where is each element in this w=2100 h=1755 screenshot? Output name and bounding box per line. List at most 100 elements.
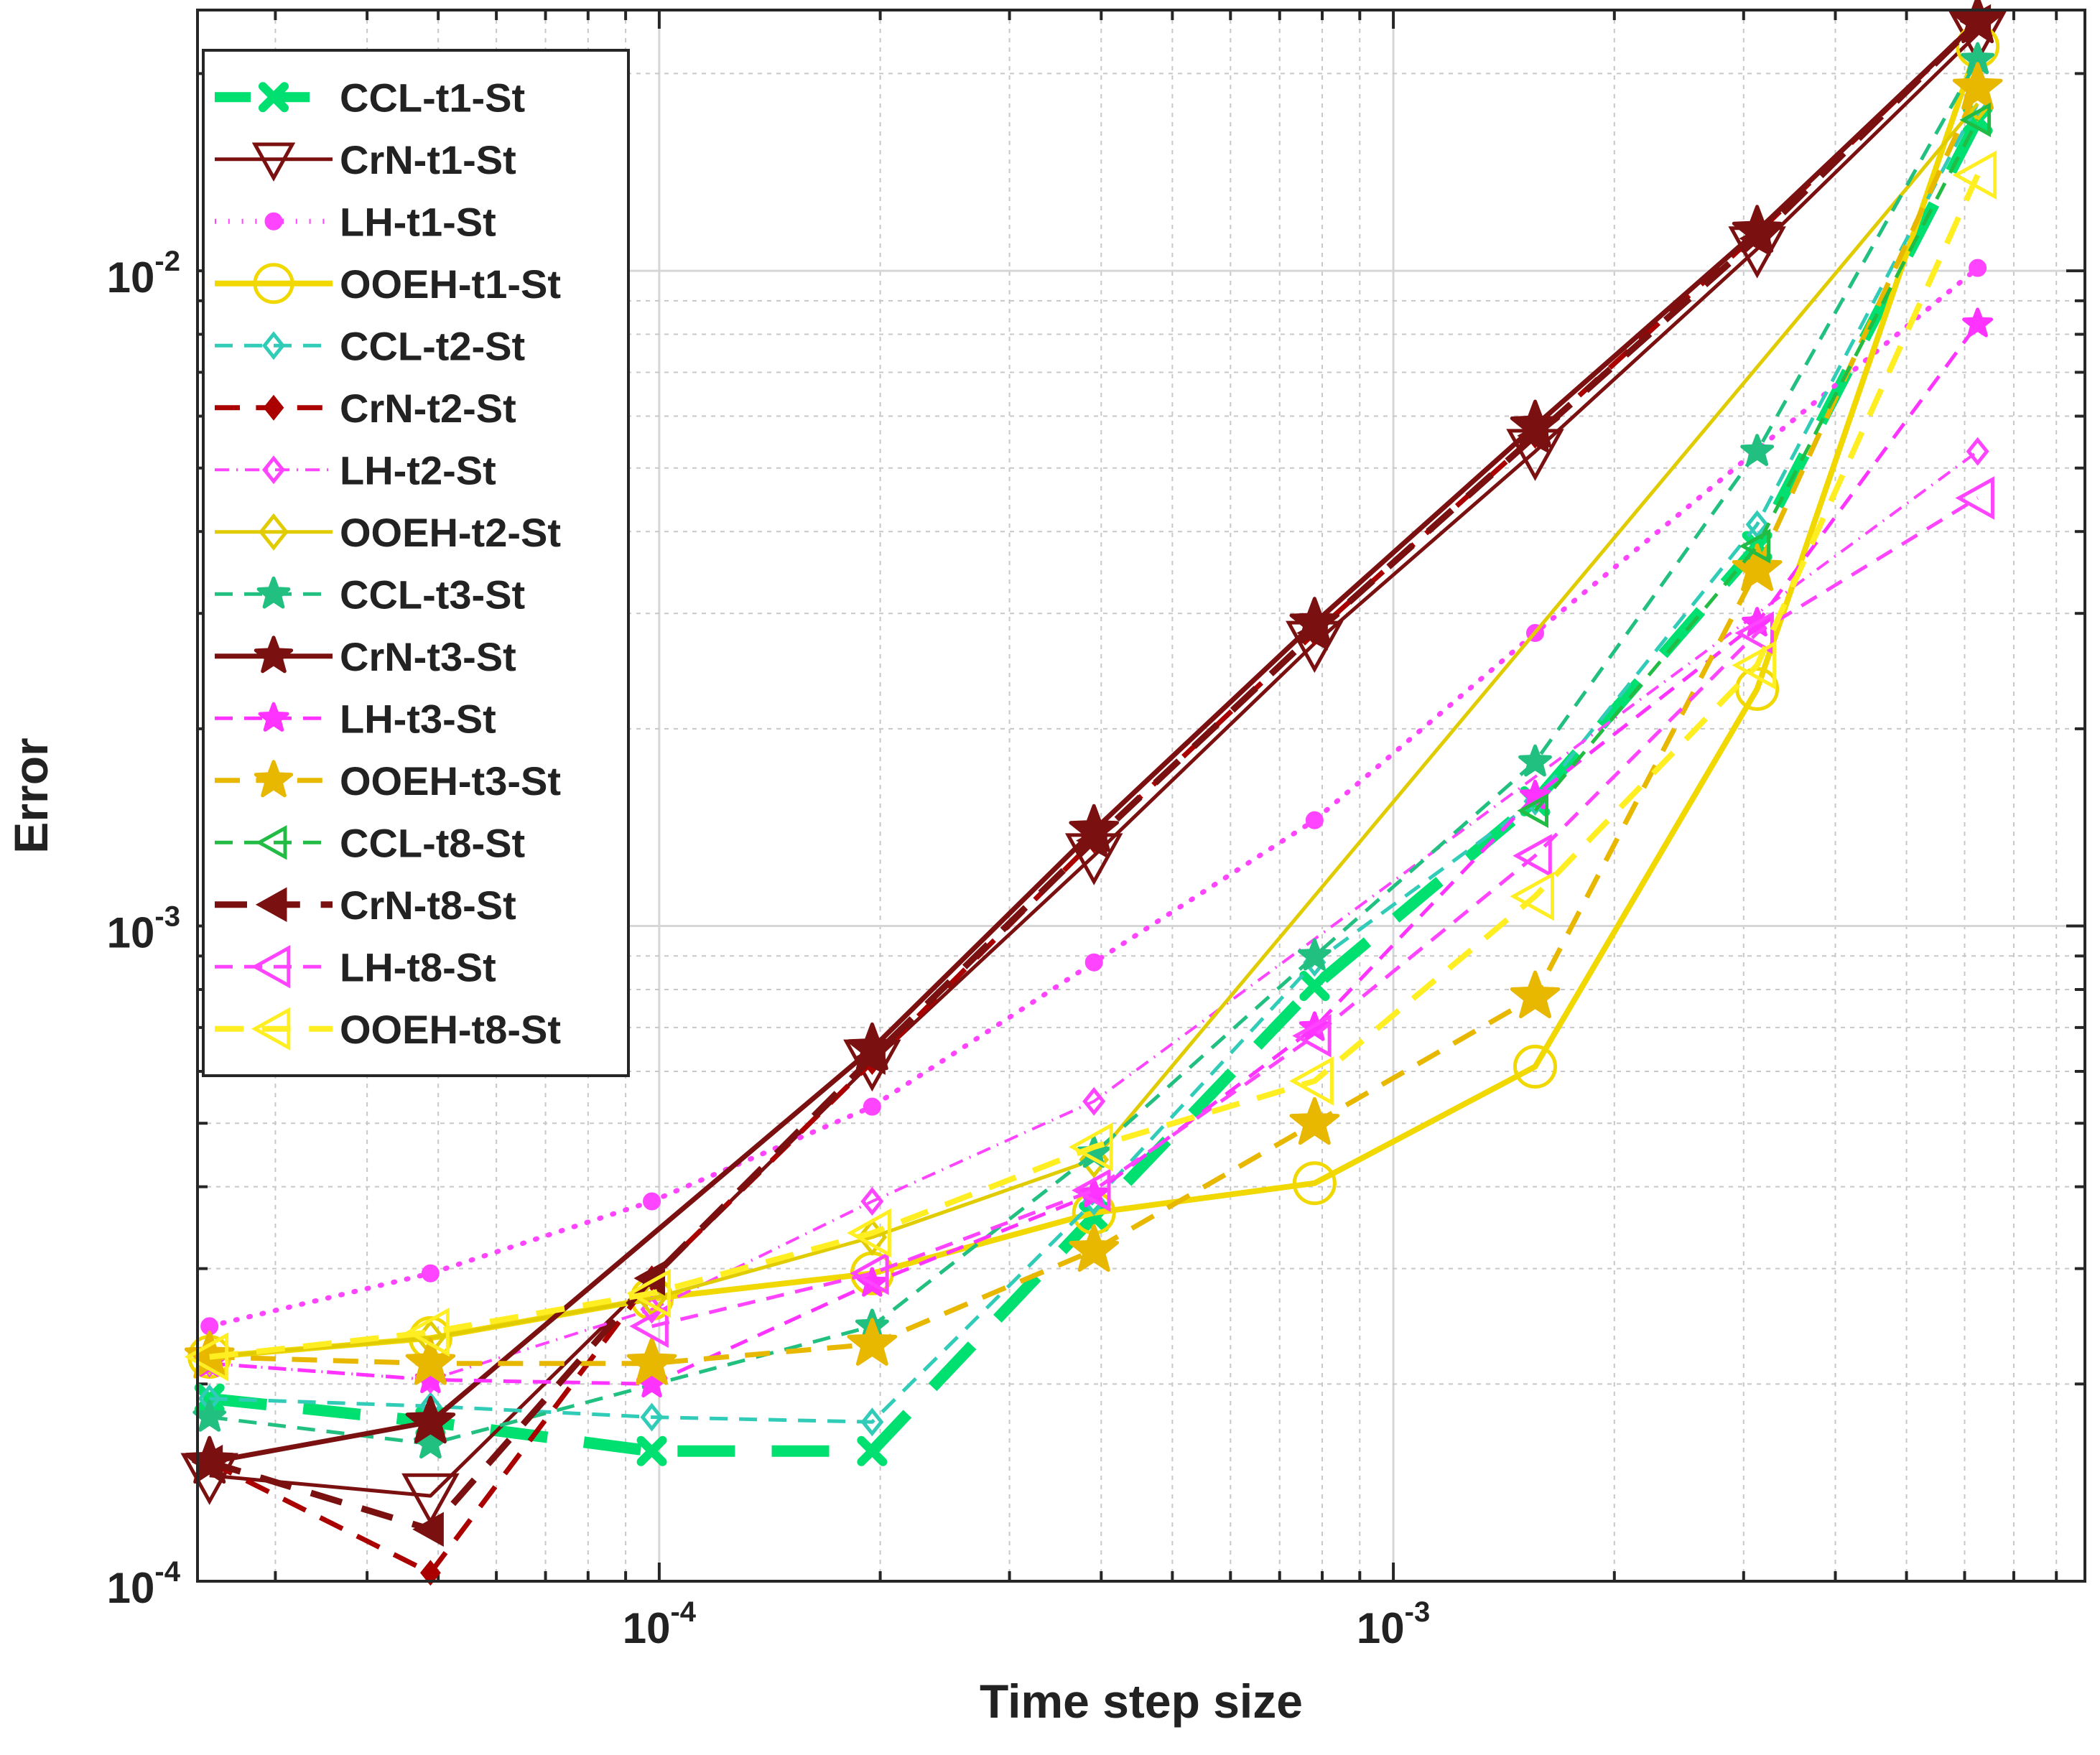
data-point-ooeh-t1-st [1513, 1044, 1557, 1089]
legend-marker-ccl-t8-st [255, 825, 287, 860]
series-ccl-t8-st [1517, 102, 1992, 829]
x-tick-label: 10-4 [623, 1596, 697, 1652]
data-point-ooeh-t3-st [626, 1337, 677, 1385]
series-line-ccl-t8-st [1533, 118, 1979, 812]
data-point-ccl-t1-st [857, 1435, 888, 1466]
data-point-ooeh-t8-st [1510, 871, 1554, 921]
data-point-crn-t8-st [412, 1512, 444, 1547]
data-point-ooeh-t3-st [1289, 1097, 1340, 1145]
series-line-crn-t3-st [209, 19, 1980, 1465]
data-point-lh-t1-st [1305, 811, 1324, 829]
y-tick-label: 10-3 [107, 901, 180, 957]
data-point-lh-t2-st [860, 1186, 884, 1216]
data-point-ooeh-t3-st [1510, 970, 1561, 1018]
legend-item-crn-t1-st: CrN-t1-St [215, 137, 516, 182]
legend-marker-ccl-t2-st [261, 331, 286, 360]
y-tick-label: 10-4 [107, 1556, 181, 1612]
series-ooeh-t8-st [184, 150, 1997, 1382]
legend-label-ooeh-t8-st: OOEH-t8-St [340, 1007, 561, 1052]
x-tick-label-exponent: -4 [670, 1596, 696, 1628]
legend-item-ooeh-t1-st: OOEH-t1-St [215, 261, 561, 307]
data-point-crn-t8-st [1959, 4, 1992, 39]
legend-marker-lh-t2-st [261, 455, 286, 485]
data-point-lh-t2-st [1082, 1086, 1106, 1116]
legend-marker-crn-t1-st [251, 142, 296, 182]
data-point-ooeh-t3-st [847, 1318, 898, 1366]
legend-label-crn-t2-st: CrN-t2-St [340, 386, 516, 431]
data-point-ccl-t2-st [860, 1407, 884, 1437]
data-point-ccl-t3-st [1740, 434, 1775, 466]
x-tick-label-exponent: -3 [1405, 1596, 1431, 1628]
legend-marker-ccl-t3-st [256, 576, 291, 609]
legend-label-ccl-t8-st: CCL-t8-St [340, 820, 525, 865]
data-point-lh-t8-st [1072, 1168, 1111, 1212]
data-point-lh-t8-st [1292, 1014, 1332, 1058]
data-point-crn-t8-st [854, 1040, 886, 1075]
data-point-crn-t8-st [633, 1260, 666, 1296]
data-point-crn-t2-st [419, 1560, 441, 1586]
data-point-ooeh-t8-st [1289, 1056, 1334, 1106]
legend-label-lh-t1-st: LH-t1-St [340, 199, 496, 244]
legend-label-crn-t1-st: CrN-t1-St [340, 137, 516, 182]
data-point-ccl-t8-st [1959, 102, 1992, 138]
data-point-ccl-t1-st [636, 1435, 667, 1466]
legend-item-ccl-t1-st: CCL-t1-St [215, 75, 525, 120]
data-point-lh-t1-st [643, 1192, 661, 1211]
legend-label-ooeh-t2-st: OOEH-t2-St [340, 510, 561, 555]
data-point-ooeh-t1-st [1292, 1161, 1337, 1206]
data-point-ooeh-t8-st [1069, 1122, 1113, 1172]
legend-label-lh-t8-st: LH-t8-St [340, 944, 496, 990]
legend-item-lh-t1-st: LH-t1-St [215, 199, 496, 244]
data-point-lh-t3-st [1962, 307, 1994, 338]
x-tick-label-base: 10 [623, 1604, 671, 1652]
legend-label-ooeh-t3-st: OOEH-t3-St [340, 758, 561, 804]
y-tick-label-base: 10 [107, 909, 155, 957]
x-axis-label: Time step size [980, 1675, 1303, 1728]
series-layer [180, 0, 2007, 1586]
legend-marker-ooeh-t3-st [254, 760, 294, 798]
series-lh-t8-st [629, 476, 1994, 1349]
data-point-ooeh-t8-st [405, 1307, 450, 1357]
series-line-ooeh-t8-st [209, 174, 1981, 1360]
y-tick-label-exponent: -2 [154, 246, 180, 277]
data-point-ccl-t3-st [1297, 938, 1332, 971]
data-point-ooeh-t3-st [1732, 543, 1783, 592]
legend-marker-crn-t8-st [255, 887, 287, 922]
series-line-lh-t8-st [651, 496, 1979, 1328]
legend-item-crn-t2-st: CrN-t2-St [215, 386, 516, 431]
legend-item-lh-t2-st: LH-t2-St [215, 447, 496, 493]
data-point-lh-t1-st [863, 1097, 881, 1116]
legend-label-ccl-t3-st: CCL-t3-St [340, 572, 525, 617]
legend-label-ccl-t1-st: CCL-t1-St [340, 75, 525, 120]
data-point-lh-t1-st [1969, 259, 1987, 277]
legend-item-ccl-t8-st: CCL-t8-St [215, 820, 525, 865]
legend-label-ccl-t2-st: CCL-t2-St [340, 323, 525, 368]
legend-marker-crn-t2-st [263, 394, 284, 421]
data-point-ccl-t3-st [1518, 744, 1552, 777]
data-point-lh-t8-st [850, 1252, 889, 1295]
data-point-ooeh-t8-st [1952, 150, 1997, 200]
legend-item-ooeh-t8-st: OOEH-t8-St [215, 1007, 561, 1052]
legend-item-crn-t8-st: CrN-t8-St [215, 883, 516, 928]
legend-marker-ooeh-t8-st [251, 1007, 291, 1051]
data-point-lh-t1-st [1084, 953, 1103, 972]
data-point-ccl-t8-st [1517, 793, 1548, 829]
legend-item-lh-t8-st: LH-t8-St [215, 944, 496, 990]
x-tick-label: 10-3 [1357, 1596, 1430, 1652]
data-point-ooeh-t8-st [626, 1268, 672, 1318]
series-line-ooeh-t2-st [209, 102, 1979, 1359]
y-tick-label-base: 10 [107, 253, 155, 302]
y-axis-label: Error [4, 737, 57, 853]
data-point-crn-t8-st [1739, 220, 1771, 256]
series-crn-t8-st [191, 4, 1992, 1547]
legend-item-lh-t3-st: LH-t3-St [215, 696, 496, 741]
legend-label-lh-t3-st: LH-t3-St [340, 696, 496, 741]
data-point-ccl-t1-st [1299, 971, 1330, 1002]
y-tick-label-exponent: -4 [154, 1556, 180, 1588]
legend-item-ooeh-t2-st: OOEH-t2-St [215, 510, 561, 555]
data-point-lh-t8-st [1513, 834, 1552, 878]
legend-item-ooeh-t3-st: OOEH-t3-St [215, 758, 561, 804]
data-point-crn-t3-st [405, 1395, 456, 1444]
data-point-crn-t8-st [1517, 418, 1548, 454]
